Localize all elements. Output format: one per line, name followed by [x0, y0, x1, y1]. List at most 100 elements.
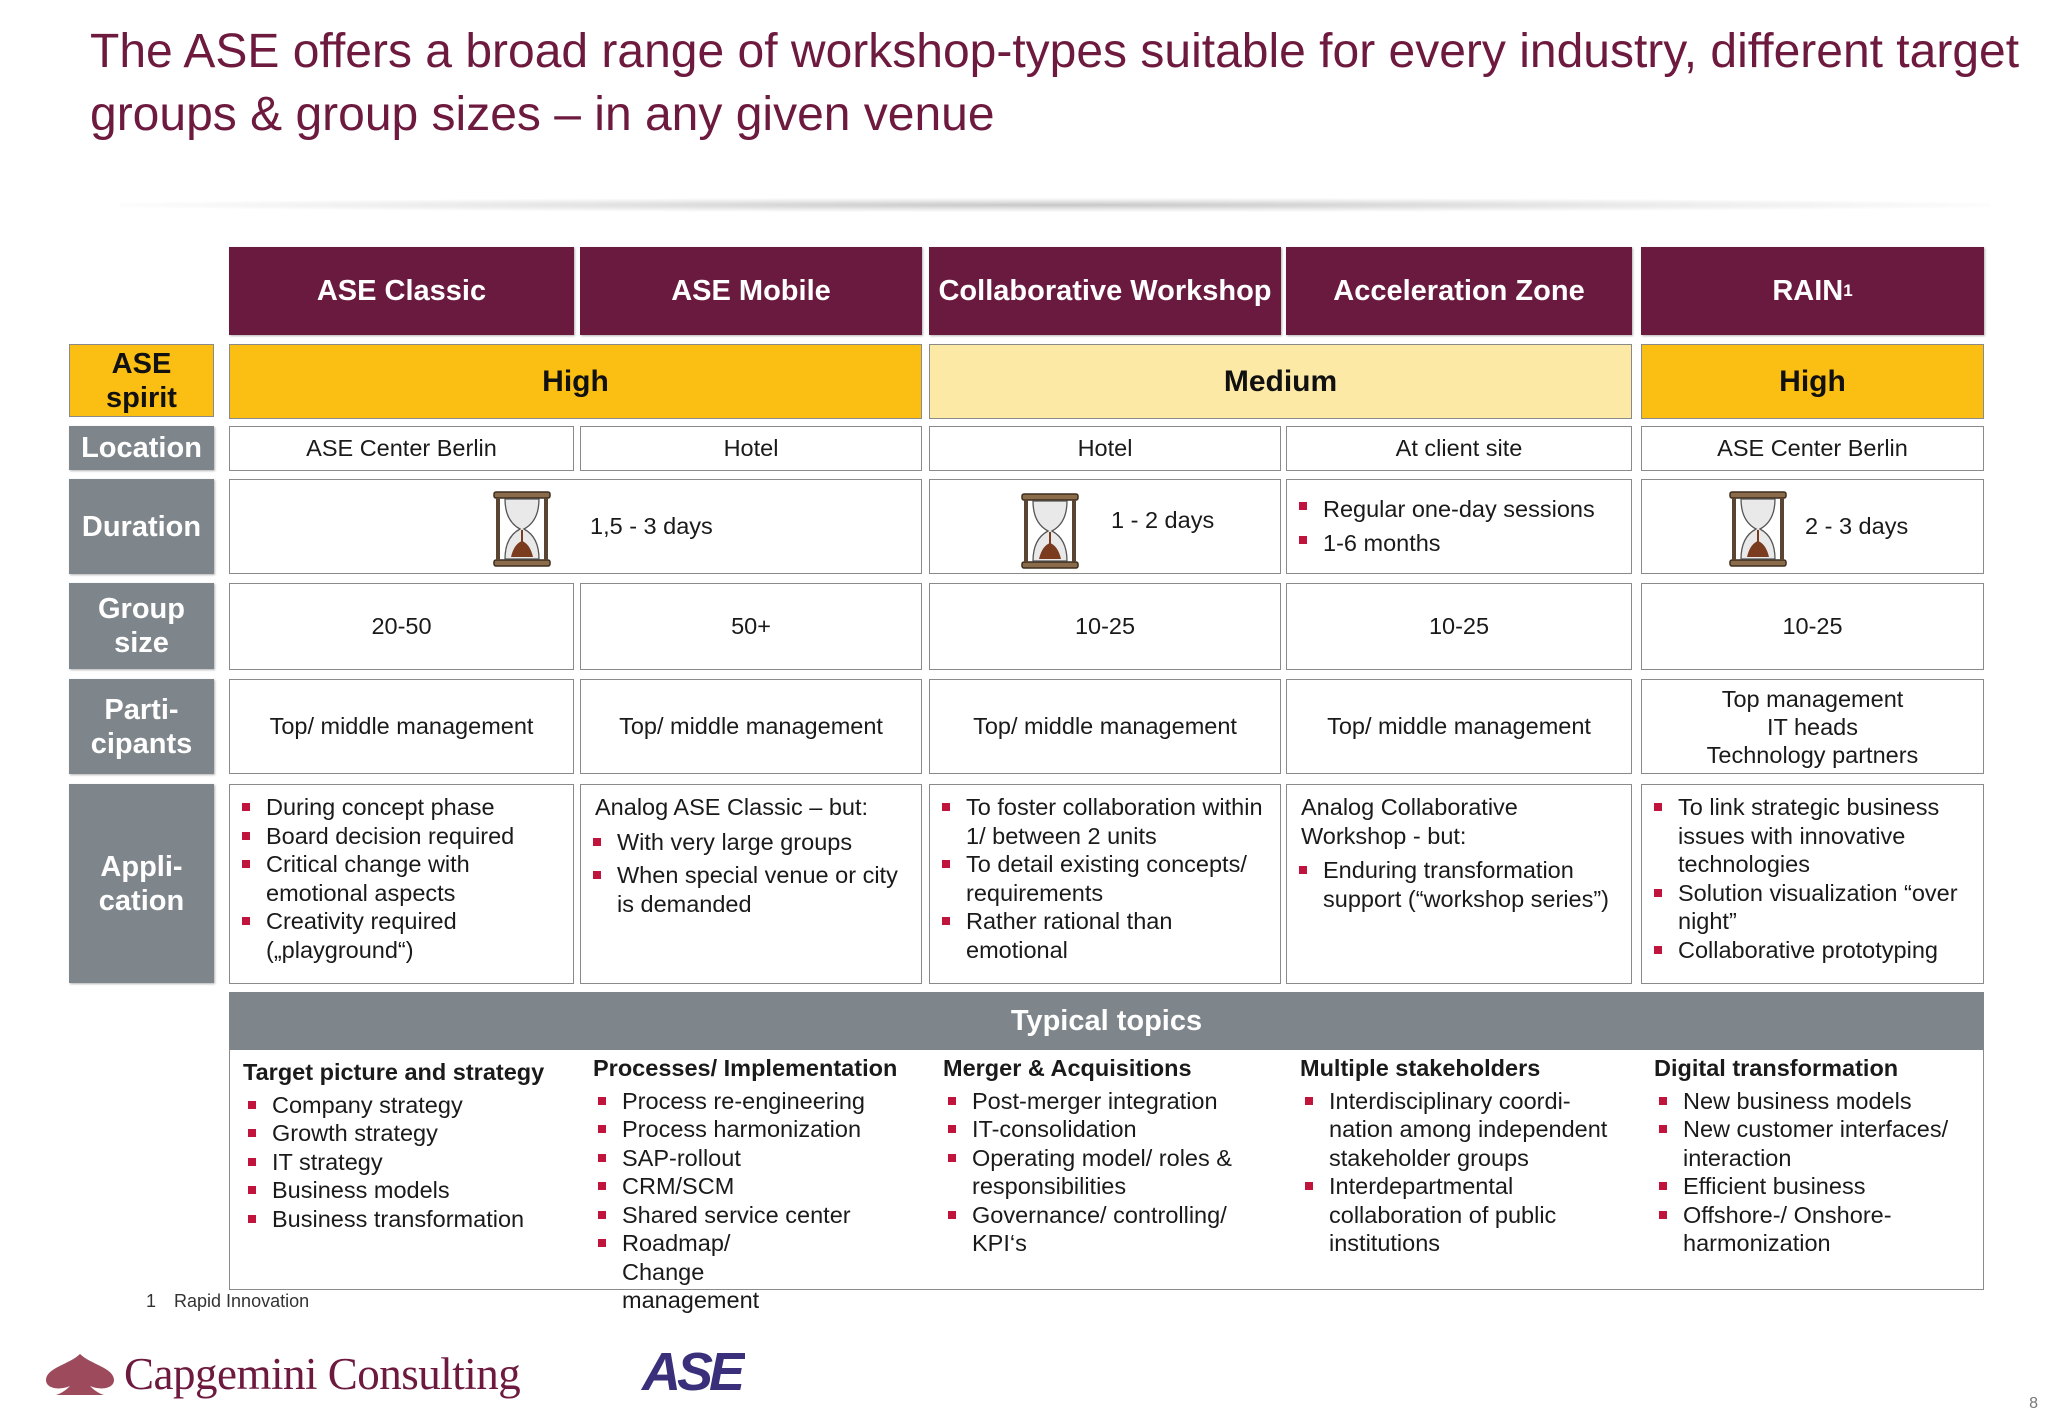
row-label-duration: Duration [69, 479, 214, 574]
column-header-rain: RAIN 1 [1641, 247, 1984, 335]
group-size-rain: 10-25 [1641, 583, 1984, 670]
list-item: When special venue or city is demanded [588, 861, 915, 918]
application-mobile-content: Analog ASE Classic – but: With very larg… [593, 793, 915, 923]
list-item: Efficient business [1654, 1172, 1979, 1201]
row-label-application: Appli-cation [69, 784, 214, 983]
typical-topics-panel [229, 1050, 1984, 1290]
participants-rain-line: Top management [1721, 685, 1904, 712]
hourglass-icon [1021, 493, 1079, 569]
list-item: Creativity required („playground“) [237, 907, 562, 964]
application-classic-list: During concept phase Board decision requ… [237, 793, 562, 964]
topic-list: Company strategy Growth strategy IT stra… [243, 1091, 573, 1234]
list-item: Interdepartmental collaboration of publi… [1300, 1172, 1630, 1258]
application-accel: Analog Collaborative Workshop - but: End… [1286, 784, 1632, 984]
hourglass-icon [493, 491, 551, 567]
duration-collab-text: 1 - 2 days [1111, 507, 1215, 533]
list-item: During concept phase [237, 793, 562, 822]
topic-list: New business models New customer interfa… [1654, 1087, 1979, 1258]
list-item: Governance/ controlling/ KPI‘s [943, 1201, 1273, 1258]
group-size-accel: 10-25 [1286, 583, 1632, 670]
column-header-ase-classic: ASE Classic [229, 247, 574, 335]
application-collab: To foster collaboration within 1/ betwee… [929, 784, 1281, 984]
location-classic: ASE Center Berlin [229, 426, 574, 471]
list-item: SAP-rollout [593, 1144, 923, 1173]
topic-heading: Target picture and strategy [243, 1059, 545, 1085]
list-item: Collaborative prototyping [1649, 936, 1979, 965]
spirit-classic-mobile: High [229, 344, 922, 419]
location-collab: Hotel [929, 426, 1281, 471]
topic-heading: Digital transformation [1654, 1055, 1899, 1081]
list-item: Board decision required [237, 822, 562, 851]
list-item: Solution visualization “over night” [1649, 879, 1979, 936]
list-item: To detail existing concepts/ requirement… [937, 850, 1267, 907]
rain-footnote-marker: 1 [1843, 281, 1853, 300]
list-item: Company strategy [243, 1091, 573, 1120]
topic-list: Post-merger integration IT-consolidation… [943, 1087, 1273, 1258]
duration-classic-mobile-text: 1,5 - 3 days [590, 513, 713, 539]
column-header-collaborative-workshop: Collaborative Workshop [929, 247, 1281, 335]
column-header-acceleration-zone: Acceleration Zone [1286, 247, 1632, 335]
rain-label: RAIN [1772, 274, 1844, 307]
list-item: IT strategy [243, 1148, 573, 1177]
topic-heading: Processes/ Implementation [593, 1055, 898, 1081]
page-title: The ASE offers a broad range of workshop… [90, 25, 2020, 141]
list-item: Business models [243, 1176, 573, 1205]
list-item: Operating model/ roles & responsibilitie… [943, 1144, 1273, 1201]
list-item: To link strategic business issues with i… [1649, 793, 1979, 879]
participants-rain-line: Technology partners [1706, 741, 1919, 768]
application-mobile: Analog ASE Classic – but: With very larg… [580, 784, 922, 984]
list-item: To foster collaboration within 1/ betwee… [937, 793, 1267, 850]
application-collab-list: To foster collaboration within 1/ betwee… [937, 793, 1267, 964]
list-item: 1-6 months [1294, 526, 1595, 560]
participants-accel: Top/ middle management [1286, 679, 1632, 774]
capgemini-logo-text: Capgemini Consulting [124, 1349, 521, 1399]
topic-target-picture: Target picture and strategy Company stra… [243, 1058, 573, 1233]
participants-rain-line: IT heads [1766, 713, 1859, 740]
duration-classic-mobile: 1,5 - 3 days [229, 479, 922, 574]
application-accel-intro: Analog Collaborative Workshop - but: [1301, 794, 1518, 849]
list-item: Business transformation [243, 1205, 573, 1234]
footnote-number: 1 [146, 1291, 157, 1311]
capgemini-logo: Capgemini Consulting [40, 1348, 521, 1400]
topic-digital-transformation: Digital transformation New business mode… [1654, 1054, 1979, 1258]
topic-processes: Processes/ Implementation Process re-eng… [593, 1054, 923, 1315]
list-item: CRM/SCM [593, 1172, 923, 1201]
row-label-location: Location [69, 426, 214, 470]
topic-multiple-stakeholders: Multiple stakeholders Interdisciplinary … [1300, 1054, 1630, 1258]
list-item: New customer interfaces/ interaction [1654, 1115, 1979, 1172]
list-item: Enduring transformation support (“worksh… [1294, 856, 1621, 913]
application-accel-list: Enduring transformation support (“worksh… [1294, 856, 1621, 913]
list-item: Post-merger integration [943, 1087, 1273, 1116]
footnote-text: Rapid Innovation [174, 1291, 310, 1311]
column-header-ase-mobile: ASE Mobile [580, 247, 922, 335]
list-item: Process re-engineering [593, 1087, 923, 1116]
row-label-group-size: Group size [69, 583, 214, 669]
application-mobile-intro: Analog ASE Classic – but: [595, 794, 869, 820]
location-rain: ASE Center Berlin [1641, 426, 1984, 471]
topic-heading: Merger & Acquisitions [943, 1055, 1192, 1081]
location-mobile: Hotel [580, 426, 922, 471]
duration-rain-text: 2 - 3 days [1805, 513, 1909, 539]
list-item: Interdisciplinary coordi-nation among in… [1300, 1087, 1630, 1173]
list-item: Regular one-day sessions [1294, 492, 1595, 526]
participants-collab: Top/ middle management [929, 679, 1281, 774]
duration-rain: 2 - 3 days [1641, 479, 1984, 574]
list-item: Rather rational than emotional [937, 907, 1267, 964]
list-item: Growth strategy [243, 1119, 573, 1148]
spirit-collab-accel: Medium [929, 344, 1632, 419]
list-item: Roadmap/ Change management [593, 1229, 923, 1315]
group-size-classic: 20-50 [229, 583, 574, 670]
list-item: Offshore-/ Onshore-harmonization [1654, 1201, 1979, 1258]
list-item: Process harmonization [593, 1115, 923, 1144]
row-label-ase-spirit: ASE spirit [69, 344, 214, 417]
topic-heading: Multiple stakeholders [1300, 1055, 1541, 1081]
application-mobile-list: With very large groups When special venu… [588, 828, 915, 919]
group-size-mobile: 50+ [580, 583, 922, 670]
list-item: With very large groups [588, 828, 915, 857]
participants-classic: Top/ middle management [229, 679, 574, 774]
participants-mobile: Top/ middle management [580, 679, 922, 774]
duration-collab: 1 - 2 days [929, 479, 1281, 574]
topic-list: Interdisciplinary coordi-nation among in… [1300, 1087, 1630, 1258]
footnote: 1 Rapid Innovation [146, 1291, 327, 1312]
topic-merger: Merger & Acquisitions Post-merger integr… [943, 1054, 1273, 1258]
